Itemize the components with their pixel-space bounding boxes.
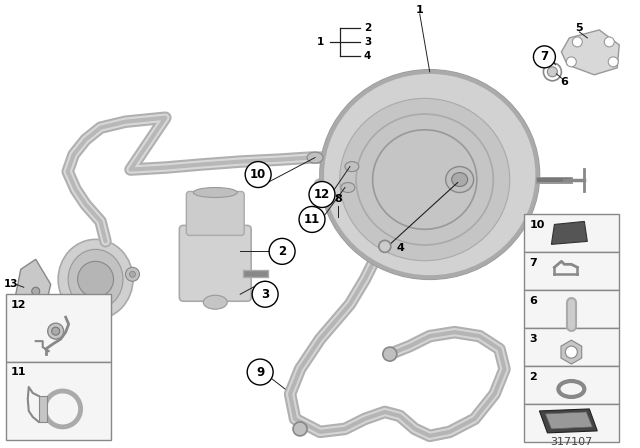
Bar <box>39 396 47 422</box>
Circle shape <box>125 267 140 281</box>
Text: 1: 1 <box>416 5 424 15</box>
Text: 2: 2 <box>278 245 286 258</box>
Polygon shape <box>561 340 582 364</box>
Text: 317107: 317107 <box>550 437 593 447</box>
Text: 10: 10 <box>529 220 545 230</box>
Polygon shape <box>545 412 592 429</box>
Circle shape <box>604 37 614 47</box>
Circle shape <box>32 287 40 295</box>
Ellipse shape <box>452 172 468 186</box>
Bar <box>6 362 111 440</box>
Polygon shape <box>16 259 51 307</box>
Text: 2: 2 <box>529 372 537 382</box>
FancyBboxPatch shape <box>186 191 244 235</box>
Circle shape <box>293 422 307 436</box>
Text: 4: 4 <box>397 243 404 254</box>
Circle shape <box>379 241 391 252</box>
Circle shape <box>572 37 582 47</box>
Bar <box>6 294 111 362</box>
Circle shape <box>565 346 577 358</box>
Circle shape <box>566 57 577 67</box>
Text: 8: 8 <box>334 194 342 204</box>
Circle shape <box>77 261 113 297</box>
Ellipse shape <box>307 152 323 163</box>
Bar <box>524 252 620 290</box>
Ellipse shape <box>345 162 359 172</box>
Text: 6: 6 <box>561 77 568 87</box>
Circle shape <box>129 271 136 277</box>
Circle shape <box>252 281 278 307</box>
Text: 2: 2 <box>364 23 371 33</box>
Text: 3: 3 <box>364 37 371 47</box>
Text: 3: 3 <box>529 334 537 344</box>
Bar <box>524 215 620 252</box>
Bar <box>524 366 620 404</box>
Text: 13: 13 <box>4 279 18 289</box>
Polygon shape <box>561 30 620 75</box>
Polygon shape <box>540 409 597 433</box>
Text: 7: 7 <box>540 50 548 63</box>
Text: 3: 3 <box>261 288 269 301</box>
Bar <box>524 328 620 366</box>
Text: 1: 1 <box>316 37 324 47</box>
Text: 6: 6 <box>529 296 538 306</box>
Circle shape <box>299 207 325 233</box>
Circle shape <box>245 162 271 188</box>
Ellipse shape <box>204 295 227 309</box>
Ellipse shape <box>68 250 123 309</box>
Bar <box>524 290 620 328</box>
Ellipse shape <box>320 70 540 279</box>
Ellipse shape <box>193 188 237 198</box>
Text: 4: 4 <box>364 51 371 61</box>
Circle shape <box>543 63 561 81</box>
Circle shape <box>383 347 397 361</box>
Polygon shape <box>552 221 588 244</box>
Text: 10: 10 <box>250 168 266 181</box>
Circle shape <box>309 181 335 207</box>
Text: 12: 12 <box>11 300 26 310</box>
Text: 12: 12 <box>314 188 330 201</box>
Ellipse shape <box>340 99 510 261</box>
Text: 9: 9 <box>256 366 264 379</box>
Circle shape <box>269 238 295 264</box>
Bar <box>524 404 620 442</box>
Ellipse shape <box>58 239 133 319</box>
Text: 7: 7 <box>529 258 537 268</box>
Circle shape <box>52 327 60 335</box>
Text: 11: 11 <box>304 213 320 226</box>
Circle shape <box>48 323 63 339</box>
Ellipse shape <box>341 182 355 193</box>
FancyBboxPatch shape <box>179 225 251 301</box>
Circle shape <box>608 57 618 67</box>
Text: 11: 11 <box>11 367 26 377</box>
Circle shape <box>547 67 557 77</box>
Circle shape <box>247 359 273 385</box>
Text: 5: 5 <box>575 23 583 33</box>
Ellipse shape <box>445 167 474 193</box>
Circle shape <box>534 46 556 68</box>
